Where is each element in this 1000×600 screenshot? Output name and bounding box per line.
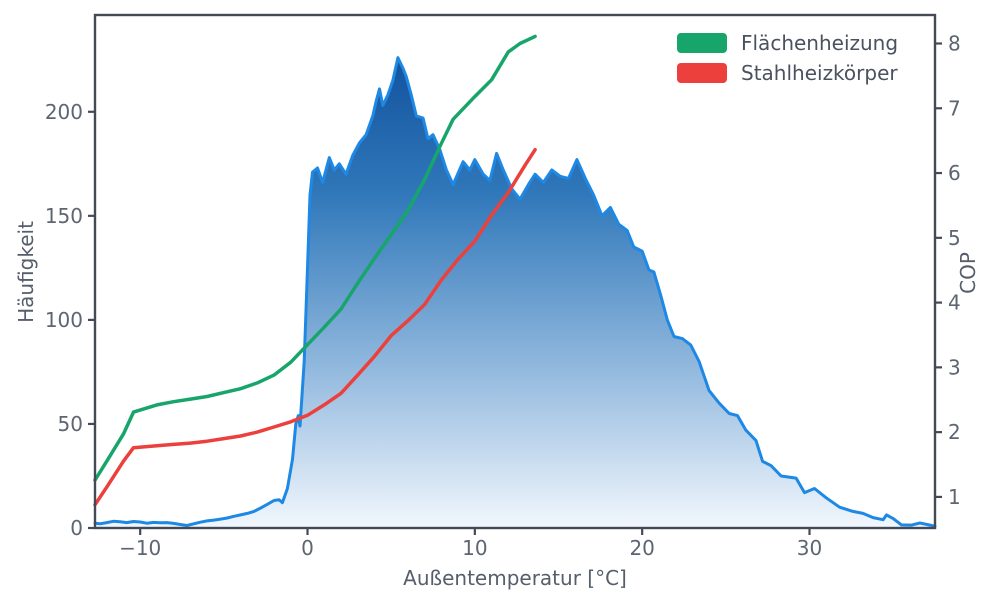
legend-label-stahlheizkoerper: Stahlheizkörper <box>741 61 898 85</box>
legend-swatch-flaechenheizung <box>677 33 727 53</box>
legend-swatch-stahlheizkoerper <box>677 63 727 83</box>
y-tick-label-right: 8 <box>948 32 961 56</box>
x-axis-label: Außentemperatur [°C] <box>403 566 627 590</box>
y-tick-label-right: 6 <box>948 161 961 185</box>
legend-item-stahlheizkoerper: Stahlheizkörper <box>677 63 898 83</box>
y-tick-label-left: 150 <box>45 204 83 228</box>
legend: Flächenheizung Stahlheizkörper <box>677 33 898 83</box>
y-tick-label-left: 200 <box>45 100 83 124</box>
y-axis-label-right: COP <box>956 252 980 294</box>
x-tick-label: 0 <box>301 536 314 560</box>
series-haeufigkeit-area <box>95 57 935 528</box>
y-tick-label-right: 2 <box>948 420 961 444</box>
series-flaechenheizung-line <box>93 34 537 482</box>
y-tick-label-left: 100 <box>45 308 83 332</box>
y-tick-label-right: 5 <box>948 226 961 250</box>
y-tick-label-left: 50 <box>58 412 83 436</box>
x-tick-label: −10 <box>119 536 161 560</box>
plot-border <box>93 13 937 530</box>
y-tick-label-right: 4 <box>948 291 961 315</box>
x-tick-label: 30 <box>797 536 822 560</box>
x-tick-label: 10 <box>462 536 487 560</box>
series-stahlheizkoerper-line <box>93 147 537 507</box>
series-haeufigkeit-line <box>93 56 937 528</box>
y-tick-label-right: 1 <box>948 485 961 509</box>
y-tick-label-left: 0 <box>70 516 83 540</box>
legend-label-flaechenheizung: Flächenheizung <box>741 31 899 55</box>
y-axis-label-left: Häufigkeit <box>14 221 38 323</box>
y-tick-label-right: 3 <box>948 355 961 379</box>
legend-item-flaechenheizung: Flächenheizung <box>677 33 898 53</box>
x-tick-label: 20 <box>629 536 654 560</box>
y-tick-label-right: 7 <box>948 96 961 120</box>
